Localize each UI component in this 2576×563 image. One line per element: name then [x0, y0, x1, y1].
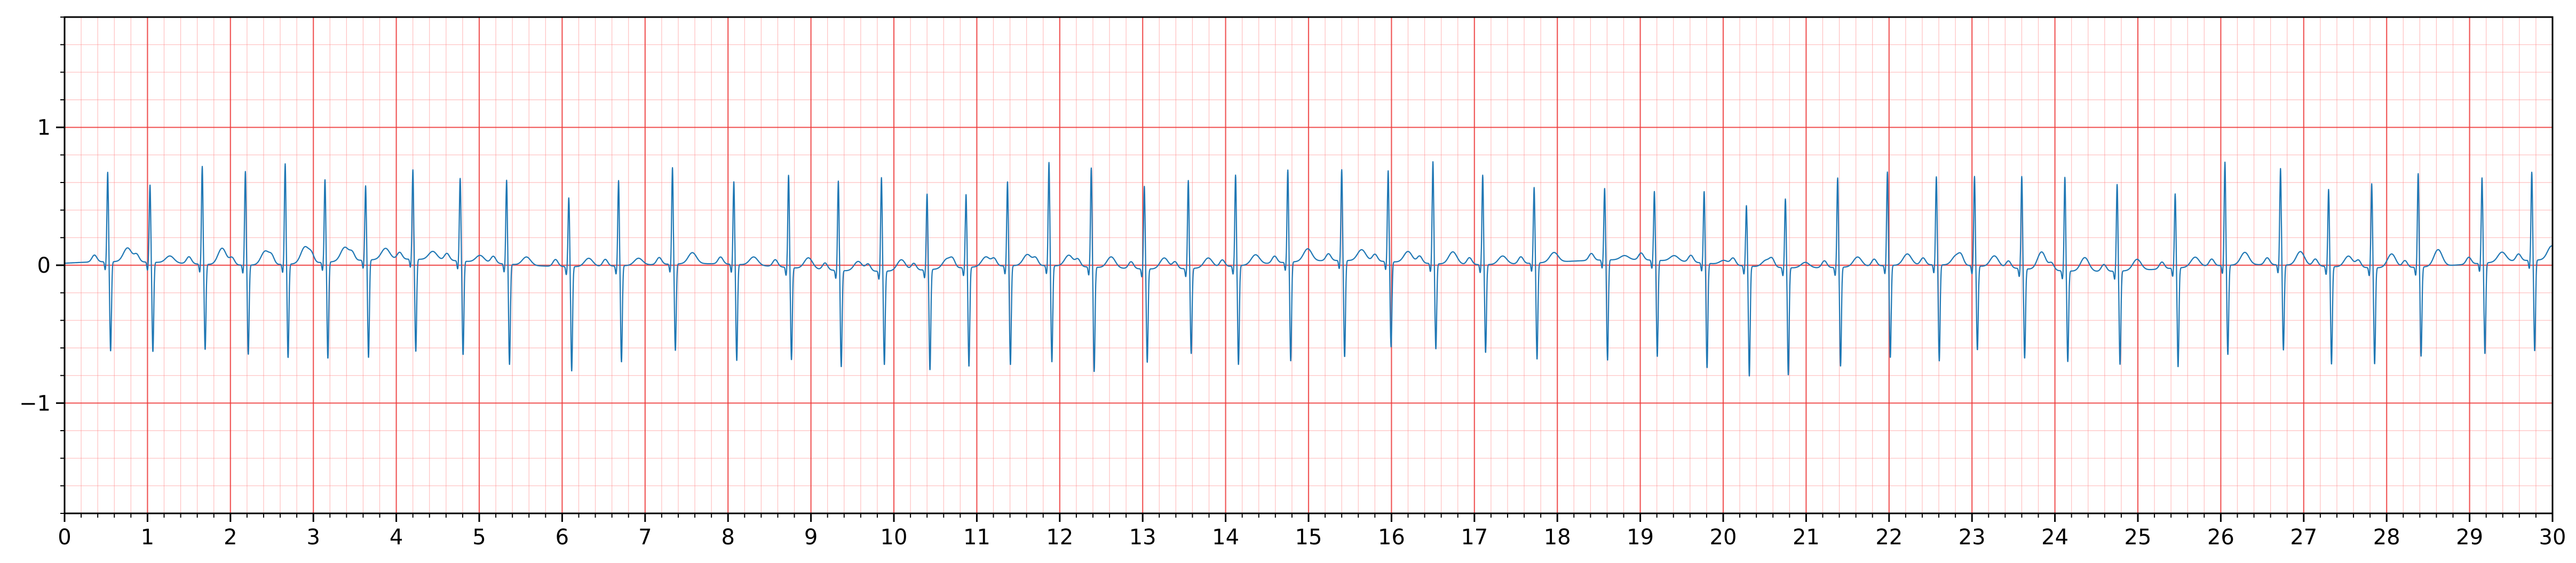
- x-tick-label: 25: [2125, 525, 2152, 550]
- x-tick-label: 21: [1793, 525, 1820, 550]
- major-grid: [64, 17, 2554, 513]
- x-tick-label: 17: [1461, 525, 1488, 550]
- x-tick-label: 13: [1129, 525, 1156, 550]
- x-tick-label: 10: [881, 525, 908, 550]
- x-tick-label: 6: [556, 525, 569, 550]
- x-axis: 0 1 2 3 4 5 6 7 8 9 10 11 12 13 14 15 16 17 18 19 20 21 22 23 24…: [58, 513, 2566, 550]
- x-tick-label: 18: [1544, 525, 1571, 550]
- x-tick-label: 20: [1710, 525, 1737, 550]
- x-tick-label: 16: [1378, 525, 1405, 550]
- y-tick-label: −1: [19, 391, 51, 416]
- x-tick-label: 9: [804, 525, 818, 550]
- x-tick-label: 11: [963, 525, 990, 550]
- x-tick-label: 3: [306, 525, 320, 550]
- x-tick-label: 1: [141, 525, 154, 550]
- x-tick-label: 30: [2539, 525, 2566, 550]
- x-tick-label: 23: [1959, 525, 1986, 550]
- x-tick-label: 28: [2373, 525, 2400, 550]
- x-tick-label: 2: [224, 525, 237, 550]
- x-tick-label: 19: [1627, 525, 1654, 550]
- x-tick-label: 0: [58, 525, 71, 550]
- x-tick-label: 27: [2290, 525, 2317, 550]
- y-tick-label: 1: [37, 116, 51, 140]
- x-tick-label: 7: [638, 525, 652, 550]
- y-tick-label: 0: [37, 253, 51, 278]
- x-tick-label: 24: [2041, 525, 2068, 550]
- x-tick-label: 5: [472, 525, 486, 550]
- x-tick-label: 8: [721, 525, 734, 550]
- x-tick-label: 29: [2456, 525, 2483, 550]
- x-tick-label: 12: [1046, 525, 1073, 550]
- x-tick-label: 15: [1295, 525, 1322, 550]
- x-tick-label: 4: [390, 525, 403, 550]
- x-tick-label: 22: [1875, 525, 1903, 550]
- x-tick-label: 14: [1212, 525, 1239, 550]
- ecg-trace: [64, 161, 2553, 377]
- x-tick-label: 26: [2207, 525, 2234, 550]
- y-axis: 1 0 −1: [19, 17, 65, 514]
